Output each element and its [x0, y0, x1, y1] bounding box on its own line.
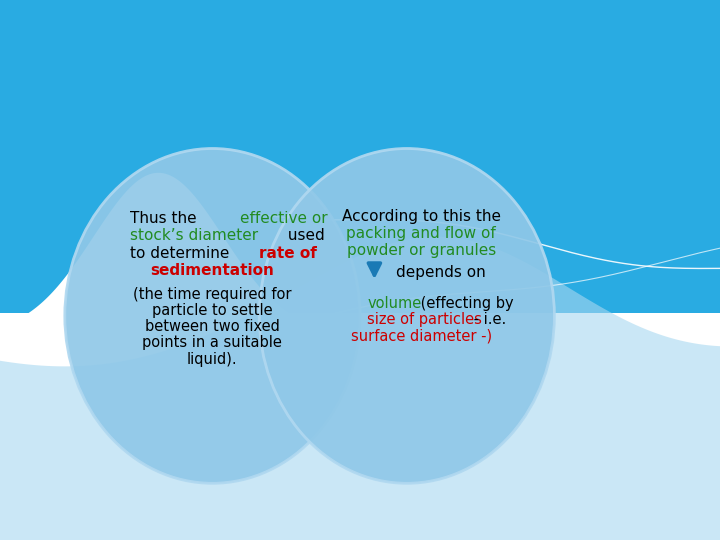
Text: volume: volume	[367, 296, 421, 311]
Text: particle to settle: particle to settle	[152, 303, 273, 318]
Text: liquid).: liquid).	[187, 352, 238, 367]
Text: surface diameter -): surface diameter -)	[351, 328, 492, 343]
Ellipse shape	[259, 148, 554, 483]
Text: According to this the: According to this the	[342, 208, 500, 224]
Text: sedimentation: sedimentation	[150, 263, 274, 278]
Text: size of particles: size of particles	[367, 312, 482, 327]
Text: powder or granules: powder or granules	[346, 243, 496, 258]
Text: - i.e.: - i.e.	[469, 312, 507, 327]
Text: rate of: rate of	[259, 246, 317, 261]
Text: between two fixed: between two fixed	[145, 319, 280, 334]
Text: Thus the: Thus the	[130, 211, 201, 226]
Text: depends on: depends on	[396, 265, 486, 280]
Text: (effecting by: (effecting by	[416, 296, 514, 311]
Text: packing and flow of: packing and flow of	[346, 226, 496, 241]
Text: stock’s diameter: stock’s diameter	[130, 228, 258, 244]
Polygon shape	[0, 173, 720, 540]
Text: to determine: to determine	[130, 246, 234, 261]
Text: (the time required for: (the time required for	[133, 287, 292, 302]
Polygon shape	[0, 237, 720, 540]
Text: effective or: effective or	[240, 211, 328, 226]
Text: points in a suitable: points in a suitable	[143, 335, 282, 350]
Polygon shape	[0, 0, 720, 313]
Ellipse shape	[65, 148, 360, 483]
Text: used: used	[283, 228, 325, 244]
